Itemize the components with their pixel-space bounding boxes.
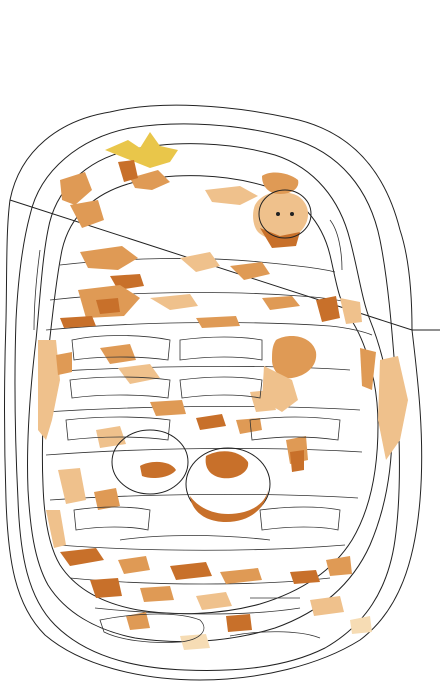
tone-patch — [96, 298, 120, 314]
eye-dot — [290, 212, 294, 216]
tone-patch — [60, 316, 96, 328]
tone-patch — [140, 586, 174, 602]
eye-dot — [276, 212, 280, 216]
tone-patch — [150, 400, 186, 416]
tone-patch — [196, 316, 240, 328]
tone-patch — [56, 352, 72, 375]
tone-patch — [290, 570, 320, 584]
tone-patch — [290, 450, 304, 472]
tone-patch — [226, 614, 252, 632]
tone-patch — [180, 634, 210, 650]
